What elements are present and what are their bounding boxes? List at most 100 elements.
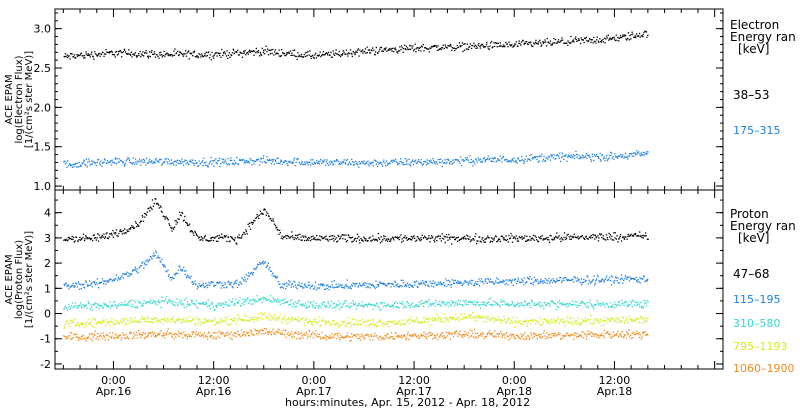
data-point [491, 304, 493, 306]
data-point [336, 322, 338, 324]
data-point [460, 238, 462, 240]
data-point [229, 240, 231, 242]
data-point [116, 50, 118, 53]
data-point [374, 323, 376, 325]
data-point [327, 303, 329, 305]
data-point [295, 238, 297, 240]
data-point [124, 232, 126, 234]
data-point [223, 162, 225, 164]
data-point [241, 56, 243, 58]
data-point [583, 320, 585, 322]
data-point [160, 158, 162, 161]
data-point [452, 317, 454, 320]
data-point [524, 320, 526, 323]
data-point [134, 321, 136, 323]
data-point [292, 237, 294, 239]
data-point [274, 49, 276, 51]
data-point [94, 330, 96, 332]
data-point [117, 235, 119, 237]
data-point [220, 56, 222, 58]
data-point [143, 212, 146, 215]
data-point [535, 156, 537, 158]
data-point [269, 49, 271, 52]
data-point [589, 156, 591, 158]
data-point [447, 45, 449, 47]
data-point [71, 166, 73, 168]
data-point [145, 214, 148, 216]
data-point [600, 325, 602, 327]
data-point [70, 319, 72, 321]
data-point [215, 284, 217, 287]
data-point [263, 262, 266, 264]
data-point [249, 228, 252, 230]
data-point [65, 239, 67, 242]
data-point [425, 318, 428, 321]
data-point [83, 160, 85, 163]
data-point [401, 285, 403, 288]
data-point [387, 323, 389, 325]
data-point [506, 304, 509, 306]
data-point [243, 52, 245, 54]
data-point [637, 301, 639, 303]
data-point [257, 51, 259, 54]
data-point [568, 236, 570, 238]
data-point [337, 54, 340, 56]
data-point [562, 318, 564, 320]
data-point [261, 298, 263, 300]
data-point [202, 282, 204, 285]
data-point [102, 307, 104, 309]
data-point [83, 284, 85, 286]
data-point [558, 322, 560, 325]
data-point [366, 321, 368, 323]
data-point [397, 323, 399, 325]
data-point [318, 55, 320, 57]
data-point [87, 284, 90, 286]
data-point [525, 240, 527, 242]
data-point [527, 239, 529, 242]
data-point [443, 302, 446, 304]
data-point [88, 54, 90, 56]
data-point [446, 301, 448, 303]
data-point [90, 324, 92, 326]
data-point [473, 315, 475, 318]
data-point [624, 236, 626, 238]
data-point [349, 162, 352, 165]
data-point [542, 239, 544, 241]
data-point [278, 49, 280, 51]
data-point [229, 282, 231, 284]
data-point [273, 314, 276, 316]
data-point [520, 160, 522, 162]
data-point [400, 161, 403, 163]
data-point [370, 303, 372, 306]
data-point [456, 237, 458, 239]
data-point [134, 266, 136, 269]
data-point [263, 53, 266, 55]
data-point [523, 284, 525, 286]
data-point [353, 161, 355, 163]
data-point [628, 305, 630, 307]
data-point [396, 162, 398, 164]
data-point [605, 320, 607, 322]
data-point [358, 285, 360, 287]
data-point [237, 318, 239, 320]
data-point [136, 56, 138, 58]
data-point [326, 321, 328, 324]
data-point [226, 50, 228, 52]
panel-frame-1 [54, 189, 724, 370]
data-point [281, 160, 283, 162]
data-point [562, 277, 564, 280]
data-point [388, 320, 390, 323]
data-point [472, 160, 474, 162]
data-point [173, 50, 175, 52]
data-point [610, 284, 613, 286]
data-point [320, 158, 322, 161]
data-point [314, 307, 316, 309]
data-point [382, 283, 384, 286]
data-point [479, 240, 481, 242]
data-point [599, 281, 601, 283]
data-point [490, 240, 492, 242]
data-point [472, 44, 474, 47]
data-point [346, 305, 348, 307]
data-point [291, 52, 293, 54]
data-point [452, 159, 454, 161]
